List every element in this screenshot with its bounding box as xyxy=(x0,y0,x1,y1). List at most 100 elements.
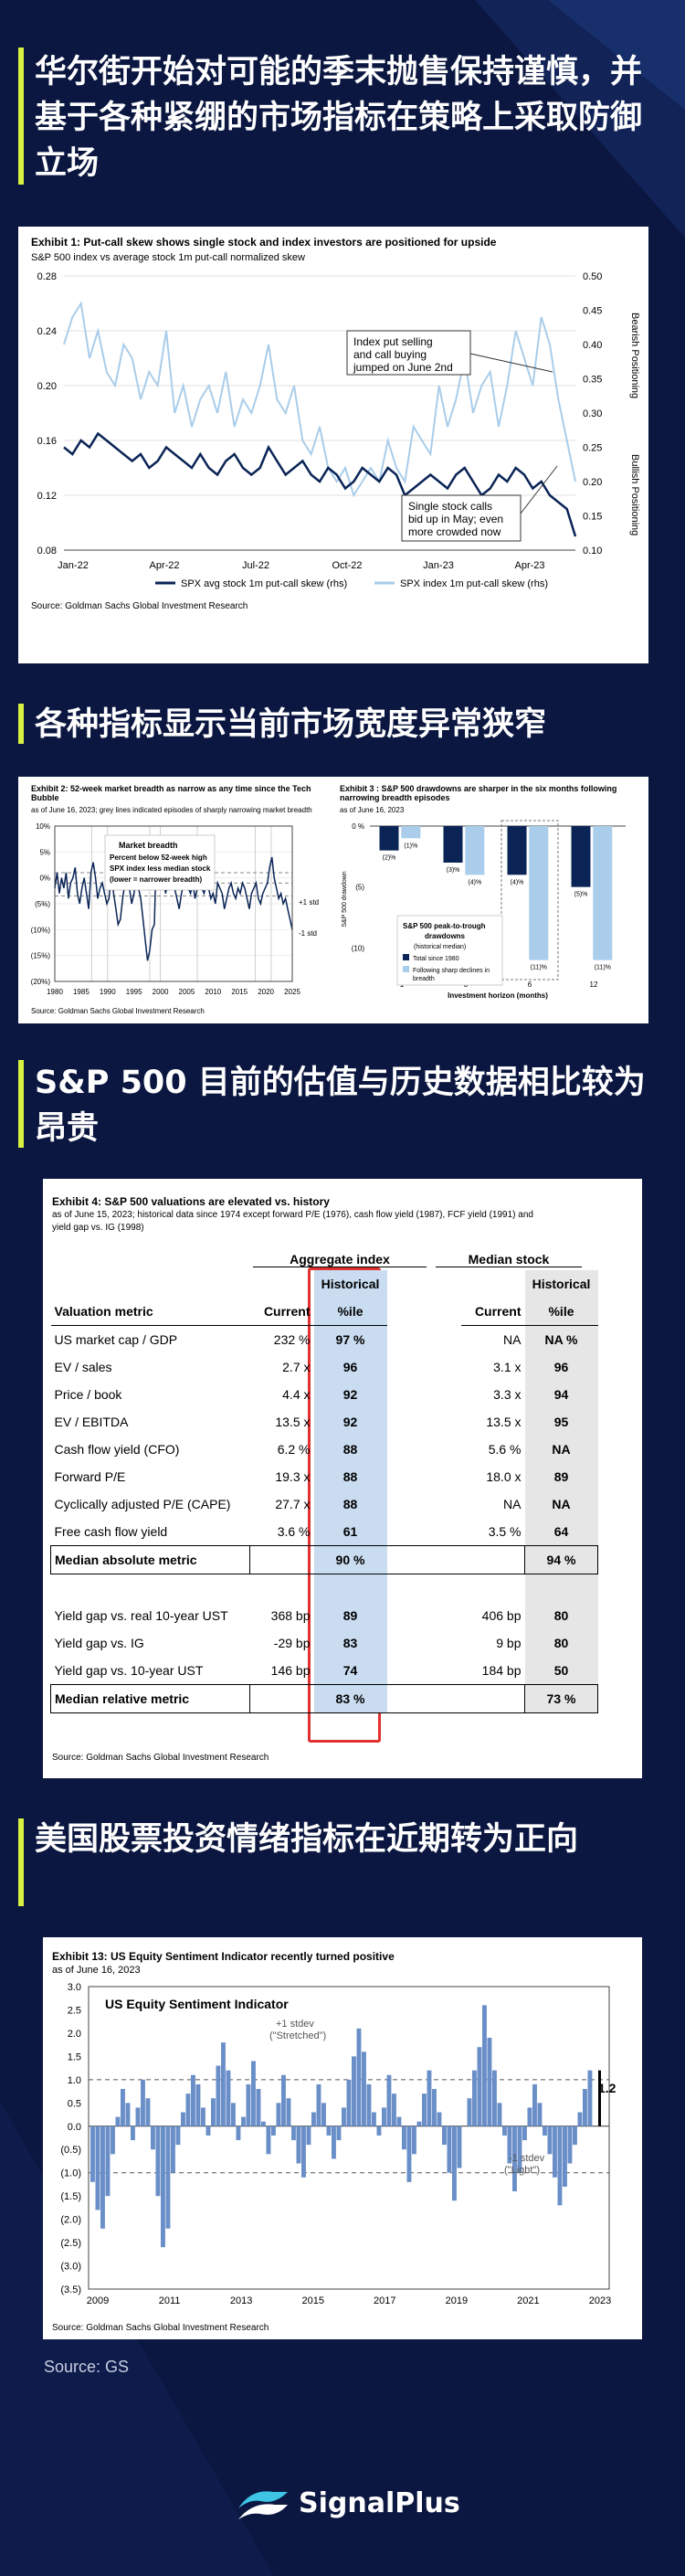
x-tick-label: Oct-22 xyxy=(332,560,362,571)
table-cell xyxy=(387,1408,461,1436)
table-row: Price / book 4.4 x 92 3.3 x 94 xyxy=(51,1381,598,1408)
exhibit2-source: Source: Goldman Sachs Global Investment … xyxy=(31,1007,205,1015)
table-cell: 3.1 x xyxy=(493,1360,522,1374)
sentiment-bar xyxy=(181,2112,185,2126)
y-tick-label: 10% xyxy=(36,822,50,831)
exhibit2-subtitle: as of June 16, 2023; grey lines indicate… xyxy=(31,806,312,814)
y-tick-label: (10) xyxy=(352,944,365,952)
table-cell: NA xyxy=(503,1497,522,1511)
table-cell: 184 bp xyxy=(481,1663,522,1678)
sentiment-bar xyxy=(286,2098,291,2126)
median-stock-header: Median stock xyxy=(436,1252,582,1267)
sentiment-bar xyxy=(155,2125,161,2197)
table-cell: 13.5 x xyxy=(486,1415,522,1429)
table-cell: 89 xyxy=(524,1463,598,1490)
sentiment-bar xyxy=(266,2125,271,2155)
sentiment-bar xyxy=(342,2107,346,2126)
table-cell xyxy=(386,1684,461,1713)
sentiment-bar xyxy=(386,2074,392,2126)
table-cell: 18.0 x xyxy=(486,1469,522,1484)
sentiment-bar xyxy=(306,2125,311,2146)
table-cell: Median absolute metric xyxy=(50,1545,250,1574)
sentiment-bar xyxy=(577,2112,583,2126)
table-cell xyxy=(387,1463,461,1490)
sentiment-bar xyxy=(512,2125,517,2192)
table-cell: 27.7 x xyxy=(275,1497,311,1511)
section-accent-bar xyxy=(18,1060,24,1148)
exhibit1-card: Exhibit 1: Put-call skew shows single st… xyxy=(18,227,648,663)
table-cell: 80 xyxy=(524,1629,598,1657)
metric-cell: Cash flow yield (CFO) xyxy=(54,1442,180,1457)
annotation2-line3: more crowded now xyxy=(408,525,501,538)
y-tick-label: (2.0) xyxy=(60,2215,81,2226)
y-left-tick-label: 0.20 xyxy=(37,381,57,392)
table-cell xyxy=(387,1436,461,1463)
metric-cell: EV / EBITDA xyxy=(54,1415,129,1429)
sentiment-bar xyxy=(165,2125,171,2229)
latest-value-label: 1.2 xyxy=(598,2081,616,2095)
table-cell xyxy=(51,1270,250,1298)
sentiment-bar xyxy=(587,2070,593,2126)
y-right-tick-label: 0.50 xyxy=(583,271,602,282)
exhibit13-subtitle: as of June 16, 2023 xyxy=(52,1965,141,1976)
legend-swatch-following xyxy=(403,966,409,972)
table-cell: 73 % xyxy=(524,1684,598,1713)
x-tick-label: 2005 xyxy=(179,988,195,996)
sentiment-bar xyxy=(191,2074,195,2126)
sentiment-bar xyxy=(532,2083,537,2126)
metric-cell: Cyclically adjusted P/E (CAPE) xyxy=(54,1497,231,1511)
sentiment-bar xyxy=(402,2125,406,2150)
sentiment-bar xyxy=(537,2103,543,2126)
table-cell: 80 xyxy=(524,1602,598,1629)
band-top-label: +1 std xyxy=(299,898,319,906)
lower-band-label2: ("Light") xyxy=(504,2165,540,2176)
y-tick-label: (2.5) xyxy=(60,2238,81,2249)
annotation1-line3: jumped on June 2nd xyxy=(353,361,453,374)
sentiment-bar xyxy=(437,2112,442,2126)
sentiment-bar xyxy=(422,2094,427,2126)
annotation2-line2: bid up in May; even xyxy=(408,513,503,525)
sentiment-bar xyxy=(111,2125,115,2155)
plot-frame xyxy=(88,1986,610,2290)
metric-cell: Yield gap vs. IG xyxy=(54,1636,144,1650)
table-cell: 96 xyxy=(313,1353,387,1381)
sentiment-bar xyxy=(553,2125,557,2178)
exhibit1-subtitle: S&P 500 index vs average stock 1m put-ca… xyxy=(31,252,305,263)
sentiment-bar xyxy=(583,2089,587,2126)
bar-value-label: (5)% xyxy=(574,892,588,898)
aggregate-index-header: Aggregate index xyxy=(253,1252,427,1267)
metric-cell: Free cash flow yield xyxy=(54,1524,168,1539)
y-tick-label: 1.5 xyxy=(68,2051,81,2062)
x-tick-label: Jan-23 xyxy=(423,560,454,571)
sentiment-bar xyxy=(246,2083,251,2126)
annotation1-box xyxy=(346,330,471,376)
exhibit4-title: Exhibit 4: S&P 500 valuations are elevat… xyxy=(52,1195,330,1208)
x-tick-label: 2013 xyxy=(230,2295,252,2306)
table-cell: Historical xyxy=(313,1270,387,1298)
y-tick-label: 0 % xyxy=(352,822,364,831)
sentiment-bar xyxy=(326,2125,332,2136)
exhibit3-chart: 0 %(5)(10)(2)%(1)%1(3)%(4)%3(4)%(11)%6(5… xyxy=(342,820,626,1000)
table-cell: NA % xyxy=(524,1325,598,1353)
sentiment-bar xyxy=(236,2125,241,2141)
table-cell: 3.5 % xyxy=(488,1524,522,1539)
sentiment-bar xyxy=(442,2125,447,2146)
sentiment-bar xyxy=(231,2103,236,2126)
sentiment-bar xyxy=(372,2112,376,2126)
legend-swatch-total xyxy=(403,954,409,960)
exhibit2-3-card: Exhibit 2: 52-week market breadth as nar… xyxy=(18,777,648,1023)
table-cell: Current xyxy=(460,1298,525,1326)
table-cell: 64 xyxy=(524,1518,598,1546)
x-tick-label: 6 xyxy=(528,981,532,989)
sentiment-bar xyxy=(366,2083,372,2126)
annotation2-box xyxy=(401,494,522,542)
table-cell xyxy=(249,1684,314,1713)
y-tick-label: 0.5 xyxy=(68,2098,81,2109)
table-cell xyxy=(387,1657,461,1685)
sentiment-bar xyxy=(301,2125,306,2178)
sentiment-bar xyxy=(416,2121,422,2126)
sentiment-bar xyxy=(497,2103,502,2126)
sentiment-bar xyxy=(507,2125,512,2164)
sentiment-bar xyxy=(206,2125,211,2136)
sentiment-bar xyxy=(352,2056,356,2126)
